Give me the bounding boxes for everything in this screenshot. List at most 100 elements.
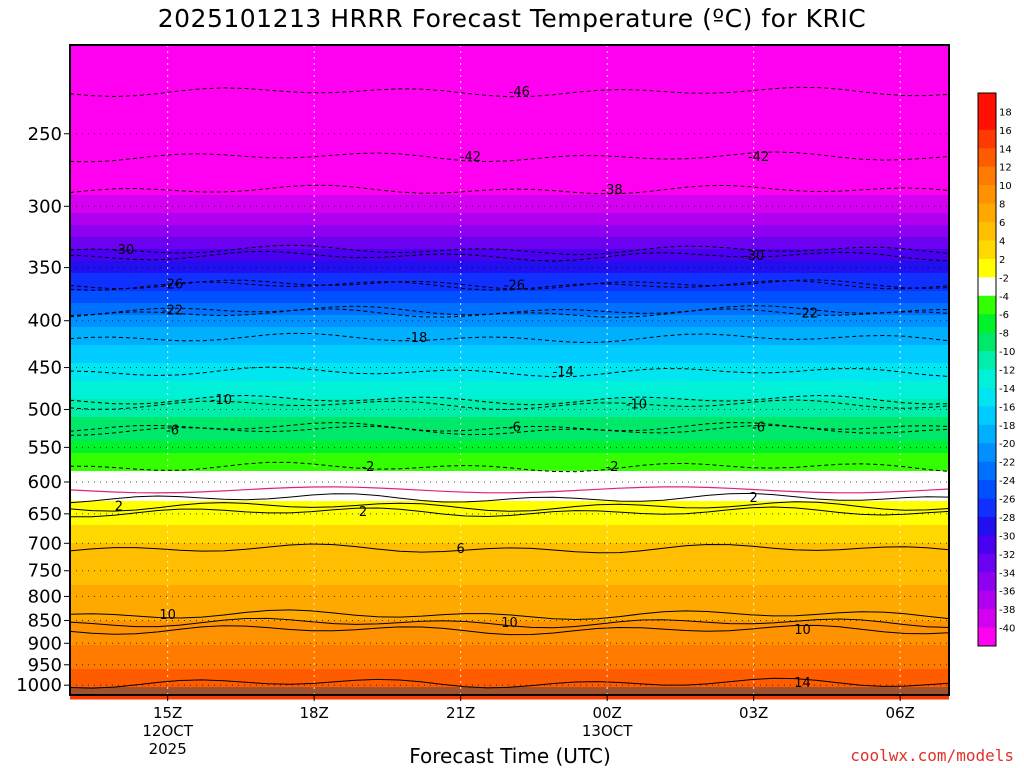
temp-band xyxy=(70,345,949,352)
temp-band xyxy=(70,495,949,502)
contour-label: -22 xyxy=(162,304,183,319)
temp-band xyxy=(70,369,949,376)
temp-band xyxy=(70,645,949,652)
colorbar-swatch xyxy=(978,535,996,555)
temp-band xyxy=(70,153,949,160)
colorbar-label: -12 xyxy=(999,366,1015,377)
contour-label: -14 xyxy=(553,365,574,380)
contour-line xyxy=(69,506,950,518)
temp-band xyxy=(70,573,949,580)
y-tick-label: 400 xyxy=(28,311,62,332)
temp-band xyxy=(70,357,949,364)
temp-band xyxy=(70,255,949,262)
colorbar-label: -40 xyxy=(999,624,1015,635)
temp-band xyxy=(70,315,949,322)
colorbar-swatch xyxy=(978,314,996,334)
contour-label: -18 xyxy=(406,331,427,346)
temp-band xyxy=(70,537,949,544)
x-tick-sublabel: 12OCT xyxy=(142,722,193,740)
colorbar-label: -28 xyxy=(999,513,1015,524)
colorbar-label: -38 xyxy=(999,605,1015,616)
temp-band xyxy=(70,477,949,484)
temp-band xyxy=(70,681,949,688)
temp-band xyxy=(70,603,949,610)
x-tick-label: 03Z xyxy=(739,704,768,722)
contour-label: 10 xyxy=(501,616,518,631)
temp-band xyxy=(70,201,949,208)
colorbar-label: 8 xyxy=(999,200,1005,211)
temp-band xyxy=(70,393,949,400)
temp-band xyxy=(70,237,949,244)
x-axis-label: Forecast Time (UTC) xyxy=(409,744,611,768)
colorbar-label: -4 xyxy=(999,292,1009,303)
colorbar-swatch xyxy=(978,627,996,647)
temp-band xyxy=(70,657,949,664)
colorbar-swatch xyxy=(978,461,996,481)
temp-band xyxy=(70,693,949,700)
contour-label: -2 xyxy=(606,460,619,475)
temp-band xyxy=(70,663,949,670)
temp-band xyxy=(70,111,949,118)
contour-label: 2 xyxy=(359,505,367,520)
temp-band xyxy=(70,225,949,232)
colorbar-swatch xyxy=(978,553,996,573)
temp-band xyxy=(70,513,949,520)
temp-band xyxy=(70,321,949,328)
freezing-line xyxy=(69,486,950,494)
contour-line xyxy=(69,617,950,629)
temp-band xyxy=(70,63,949,70)
contour-label: -26 xyxy=(504,278,525,293)
contour-label: 14 xyxy=(794,676,811,691)
temp-band xyxy=(70,273,949,280)
colorbar-label: -14 xyxy=(999,384,1015,395)
temp-band xyxy=(70,405,949,412)
y-tick-label: 450 xyxy=(28,358,62,379)
chart-title: 2025101213 HRRR Forecast Temperature (ºC… xyxy=(157,4,867,33)
colorbar-swatch xyxy=(978,258,996,278)
grid-lines xyxy=(70,45,949,695)
temp-band xyxy=(70,435,949,442)
colorbar: 18 16 14 12 10 8 6 4 2 -2 -4 -6 -8 -10 -12 -14 -16 -18 -20… xyxy=(977,92,1015,647)
colorbar-label: 4 xyxy=(999,236,1005,247)
y-tick-label: 350 xyxy=(28,258,62,279)
colorbar-swatch xyxy=(978,129,996,149)
colorbar-label: 6 xyxy=(999,218,1005,229)
colorbar-label: -18 xyxy=(999,421,1015,432)
contour-label: -2 xyxy=(361,460,374,475)
temp-band xyxy=(70,579,949,586)
contour-line xyxy=(69,609,950,621)
temp-band xyxy=(70,561,949,568)
colorbar-swatch xyxy=(978,516,996,536)
contour-label: -10 xyxy=(626,398,647,413)
temp-band xyxy=(70,609,949,616)
temp-band xyxy=(70,195,949,202)
temp-band xyxy=(70,675,949,682)
colorbar-label: -36 xyxy=(999,587,1015,598)
temp-band xyxy=(70,171,949,178)
temp-band xyxy=(70,507,949,514)
temp-band xyxy=(70,669,949,676)
watermark: coolwx.com/models xyxy=(850,746,1014,765)
temp-band xyxy=(70,261,949,268)
colorbar-label: -22 xyxy=(999,458,1015,469)
temp-band xyxy=(70,57,949,64)
colorbar-label: 12 xyxy=(999,163,1012,174)
temp-band xyxy=(70,591,949,598)
ground-band xyxy=(70,687,949,695)
x-tick-label: 15Z xyxy=(153,704,182,722)
colorbar-frame xyxy=(977,92,997,647)
contour-label: -42 xyxy=(460,150,481,165)
x-tick-label: 06Z xyxy=(885,704,914,722)
colorbar-swatch xyxy=(978,369,996,389)
colorbar-label: -26 xyxy=(999,495,1015,506)
temp-band xyxy=(70,519,949,526)
temp-band xyxy=(70,279,949,286)
temp-band xyxy=(70,381,949,388)
temp-band xyxy=(70,81,949,88)
temp-band xyxy=(70,639,949,646)
colorbar-swatch xyxy=(978,332,996,352)
temp-band xyxy=(70,291,949,298)
colorbar-label: -2 xyxy=(999,273,1009,284)
temp-band xyxy=(70,141,949,148)
colorbar-label: -10 xyxy=(999,347,1015,358)
